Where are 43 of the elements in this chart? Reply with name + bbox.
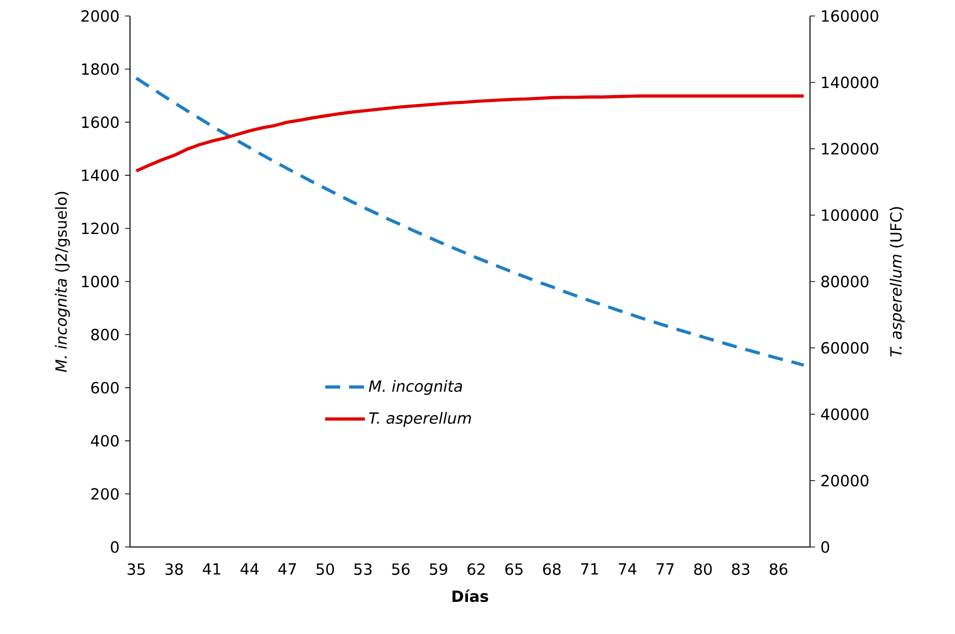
- x-tick-label: 77: [656, 563, 674, 575]
- y-tick-label: 1600: [82, 116, 119, 128]
- y2-tick-label: 20000: [821, 474, 868, 486]
- x-tick-label: 65: [505, 563, 523, 575]
- y2-tick-label: 40000: [821, 408, 868, 420]
- x-tick-label: 50: [316, 563, 334, 575]
- y2-tick-label: 80000: [821, 276, 868, 288]
- y-tick-label: 1800: [82, 63, 119, 75]
- y-tick-label: 0: [110, 541, 119, 553]
- x-tick-label: 71: [581, 563, 598, 575]
- x-axis-title: Días: [452, 589, 488, 602]
- x-tick-label: 86: [770, 563, 788, 575]
- x-tick-label: 62: [468, 563, 485, 575]
- x-tick-label: 59: [430, 563, 448, 575]
- legend-label: T. asperellum: [369, 412, 471, 427]
- y2-tick-label: 0: [821, 541, 830, 553]
- x-tick-label: 74: [618, 563, 636, 575]
- legend-label: M. incognita: [368, 380, 462, 395]
- y2-tick-label: 100000: [822, 209, 878, 221]
- y-tick-label: 2000: [81, 10, 119, 22]
- x-tick-label: 41: [202, 563, 220, 575]
- x-tick-label: 38: [165, 563, 183, 575]
- y2-tick-label: 120000: [822, 142, 878, 155]
- x-tick-label: 80: [694, 563, 712, 575]
- y2-tick-label: 140000: [822, 76, 878, 88]
- x-tick-label: 83: [732, 563, 750, 575]
- x-tick-label: 35: [128, 563, 145, 575]
- x-tick-label: 53: [354, 563, 372, 575]
- y-tick-label: 1200: [82, 222, 119, 234]
- y2-tick-label: 160000: [822, 10, 878, 22]
- y-tick-label: 200: [91, 488, 119, 500]
- y2-tick-label: 60000: [821, 342, 868, 354]
- y-tick-label: 400: [90, 434, 119, 447]
- y-tick-label: 1400: [82, 169, 119, 182]
- y-tick-label: 600: [91, 382, 119, 394]
- y2-axis-title: T. asperellum (UFC): [890, 207, 905, 357]
- y-tick-label: 1000: [82, 276, 119, 288]
- x-tick-label: 56: [392, 563, 410, 575]
- y-axis-title: M. incognita (J2/gsuelo): [54, 192, 70, 372]
- y-tick-label: 800: [91, 328, 119, 340]
- x-tick-label: 47: [278, 563, 296, 575]
- x-tick-label: 68: [543, 563, 561, 575]
- x-tick-label: 44: [240, 563, 259, 575]
